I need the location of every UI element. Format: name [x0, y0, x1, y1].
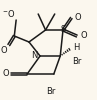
Text: $^{-}$O: $^{-}$O	[2, 8, 15, 19]
Text: O: O	[81, 32, 87, 40]
Text: H: H	[74, 44, 80, 52]
Text: O: O	[0, 46, 7, 55]
Text: S: S	[61, 25, 66, 34]
Text: Br: Br	[72, 57, 82, 66]
Text: Br: Br	[46, 87, 56, 96]
Text: O: O	[74, 12, 81, 22]
Text: N: N	[31, 52, 37, 60]
Text: O: O	[2, 70, 9, 78]
